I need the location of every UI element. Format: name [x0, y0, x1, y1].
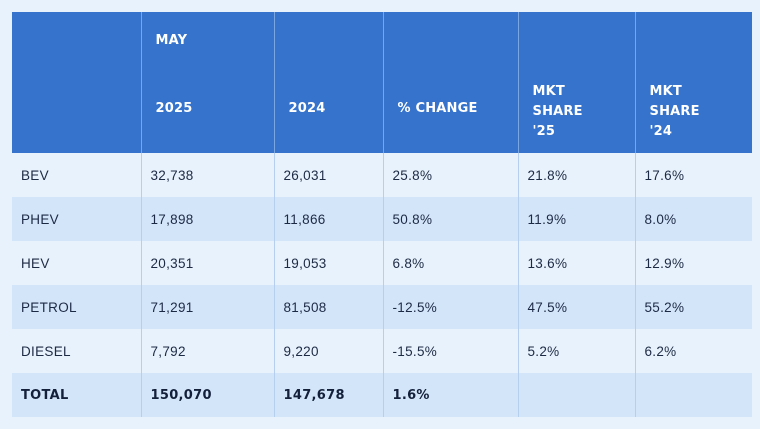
header-fuel-type — [12, 12, 142, 153]
cell-2024: 9,220 — [274, 329, 384, 373]
header-percent-change: % CHANGE — [383, 12, 519, 153]
cell-2024: 81,508 — [274, 285, 384, 329]
table-row-bev: BEV 32,738 26,031 25.8% 21.8% 17.6% — [12, 153, 752, 197]
header-change-label: % CHANGE — [397, 101, 478, 116]
cell-share-25: 5.2% — [518, 329, 636, 373]
table-body: BEV 32,738 26,031 25.8% 21.8% 17.6% PHEV… — [12, 153, 752, 417]
row-label: BEV — [12, 153, 142, 197]
total-share-24 — [635, 373, 752, 417]
total-share-25 — [518, 373, 636, 417]
cell-share-24: 12.9% — [635, 241, 752, 285]
cell-change: 25.8% — [383, 153, 519, 197]
table-header: MAY 2025 2024 % CHANGE MKT SHARE '25 — [12, 12, 752, 153]
registrations-table: MAY 2025 2024 % CHANGE MKT SHARE '25 — [12, 12, 752, 417]
cell-share-24: 55.2% — [635, 285, 752, 329]
cell-2025: 17,898 — [141, 197, 275, 241]
header-mkt25-line1: MKT — [532, 84, 565, 99]
header-month: MAY — [155, 33, 188, 48]
table-row-phev: PHEV 17,898 11,866 50.8% 11.9% 8.0% — [12, 197, 752, 241]
cell-2024: 19,053 — [274, 241, 384, 285]
total-label: TOTAL — [12, 373, 142, 417]
cell-2025: 7,792 — [141, 329, 275, 373]
row-label: PHEV — [12, 197, 142, 241]
row-label: HEV — [12, 241, 142, 285]
cell-share-25: 11.9% — [518, 197, 636, 241]
table-row-hev: HEV 20,351 19,053 6.8% 13.6% 12.9% — [12, 241, 752, 285]
cell-share-25: 21.8% — [518, 153, 636, 197]
row-label: PETROL — [12, 285, 142, 329]
table-row-total: TOTAL 150,070 147,678 1.6% — [12, 373, 752, 417]
total-2024: 147,678 — [274, 373, 384, 417]
cell-share-24: 8.0% — [635, 197, 752, 241]
cell-change: 50.8% — [383, 197, 519, 241]
cell-2024: 26,031 — [274, 153, 384, 197]
table-row-diesel: DIESEL 7,792 9,220 -15.5% 5.2% 6.2% — [12, 329, 752, 373]
header-mkt25-line2: SHARE — [532, 104, 583, 119]
cell-2025: 71,291 — [141, 285, 275, 329]
registrations-table-container: MAY 2025 2024 % CHANGE MKT SHARE '25 — [12, 12, 752, 417]
header-market-share-24: MKT SHARE '24 — [635, 12, 752, 153]
cell-2024: 11,866 — [274, 197, 384, 241]
cell-share-25: 13.6% — [518, 241, 636, 285]
cell-2025: 32,738 — [141, 153, 275, 197]
cell-change: -12.5% — [383, 285, 519, 329]
row-label: DIESEL — [12, 329, 142, 373]
cell-share-24: 17.6% — [635, 153, 752, 197]
header-market-share-25: MKT SHARE '25 — [518, 12, 636, 153]
header-2024-label: 2024 — [288, 101, 326, 116]
cell-change: 6.8% — [383, 241, 519, 285]
header-mkt25-line3: '25 — [532, 124, 556, 139]
cell-share-24: 6.2% — [635, 329, 752, 373]
header-2025: MAY 2025 — [141, 12, 275, 153]
header-mkt24-line1: MKT — [649, 84, 682, 99]
header-2025-label: 2025 — [155, 101, 193, 116]
cell-change: -15.5% — [383, 329, 519, 373]
header-mkt24-line3: '24 — [649, 124, 673, 139]
cell-2025: 20,351 — [141, 241, 275, 285]
header-mkt24-line2: SHARE — [649, 104, 700, 119]
total-2025: 150,070 — [141, 373, 275, 417]
cell-share-25: 47.5% — [518, 285, 636, 329]
table-row-petrol: PETROL 71,291 81,508 -12.5% 47.5% 55.2% — [12, 285, 752, 329]
header-2024: 2024 — [274, 12, 384, 153]
total-change: 1.6% — [383, 373, 519, 417]
header-row: MAY 2025 2024 % CHANGE MKT SHARE '25 — [12, 12, 752, 153]
